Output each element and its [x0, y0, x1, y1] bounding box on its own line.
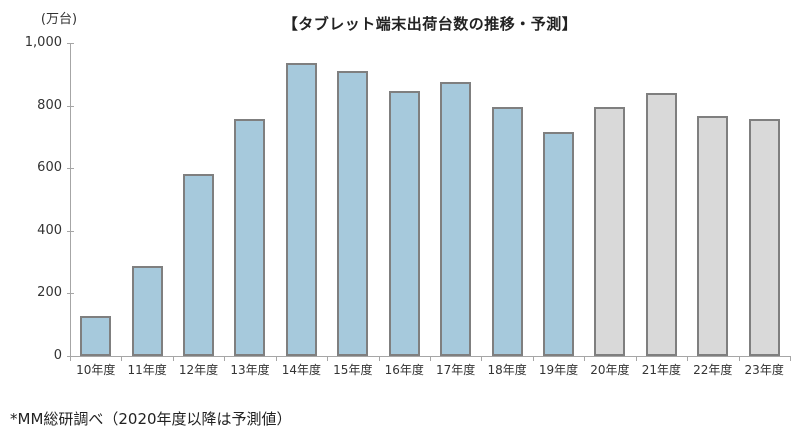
bar-actual: [183, 174, 215, 356]
bar-actual: [491, 107, 523, 356]
x-tick-mark: [584, 356, 585, 361]
y-tick-label: 800: [37, 98, 62, 113]
x-tick-mark: [430, 356, 431, 361]
x-tick-mark: [687, 356, 688, 361]
x-axis-labels: 10年度 11年度 12年度 13年度 14年度 15年度 16年度 17年度 18年度 19年度…: [70, 361, 790, 379]
bar-actual: [131, 266, 163, 356]
bar-slot: [379, 43, 430, 356]
bar-actual: [388, 91, 420, 356]
x-tick-mark: [276, 356, 277, 361]
x-tick-mark: [327, 356, 328, 361]
x-tick-label: 18年度: [487, 363, 527, 377]
bar-forecast: [697, 116, 729, 356]
y-tick-label: 200: [37, 285, 62, 300]
bar-actual: [440, 82, 472, 356]
x-tick-label: 22年度: [693, 363, 733, 377]
bar-slot: [687, 43, 738, 356]
x-tick-mark: [70, 356, 71, 361]
y-axis-line: [70, 43, 71, 357]
x-tick-mark: [173, 356, 174, 361]
y-tick-label: 1,000: [24, 35, 62, 50]
y-axis-unit-label: (万台): [40, 12, 78, 27]
y-tick-mark: [67, 43, 74, 44]
y-tick-mark: [67, 293, 74, 294]
x-tick-mark: [481, 356, 482, 361]
x-tick-label: 19年度: [538, 363, 579, 377]
bar-forecast: [645, 93, 677, 356]
bar-slot: [173, 43, 224, 356]
y-tick-label: 400: [37, 223, 62, 238]
y-tick-label: 0: [53, 348, 62, 363]
y-tick-mark: [67, 106, 74, 107]
x-tick-label: 14年度: [281, 363, 322, 377]
bar-slot: [533, 43, 584, 356]
bar-slot: [584, 43, 635, 356]
x-tick-mark: [379, 356, 380, 361]
y-tick-mark: [67, 168, 74, 169]
x-tick-label: 23年度: [744, 363, 784, 377]
bar-slot: [276, 43, 327, 356]
bar-slot: [636, 43, 687, 356]
x-tick-mark: [739, 356, 740, 361]
bar-actual: [285, 63, 317, 356]
bar-actual: [234, 119, 266, 356]
x-tick-label: 12年度: [178, 363, 219, 377]
x-tick-mark: [224, 356, 225, 361]
chart-title: 【タブレット端末出荷台数の推移・予測】: [282, 15, 578, 33]
x-tick-label: 13年度: [230, 363, 270, 377]
bar-slot: [121, 43, 172, 356]
x-tick-label: 21年度: [641, 363, 681, 377]
y-tick-label: 600: [37, 160, 62, 175]
bar-actual: [80, 316, 112, 356]
x-tick-label: 11年度: [127, 363, 167, 377]
bar-slot: [430, 43, 481, 356]
x-tick-mark: [790, 356, 791, 361]
x-tick-label: 17年度: [436, 363, 476, 377]
bar-actual: [543, 132, 574, 356]
source-footnote: *MM総研調べ（2020年度以降は予測値）: [10, 410, 292, 428]
bar-slot: [70, 43, 121, 356]
x-tick-mark: [121, 356, 122, 361]
x-tick-mark: [533, 356, 534, 361]
bar-slot: [327, 43, 378, 356]
plot-area: [70, 43, 790, 356]
x-tick-mark: [636, 356, 637, 361]
x-tick-label: 20年度: [590, 363, 630, 377]
bar-slot: [738, 43, 789, 356]
bar-slot: [481, 43, 532, 356]
x-tick-label: 10年度: [76, 363, 116, 377]
bar-forecast: [748, 119, 780, 356]
bar-actual: [337, 71, 369, 356]
bar-slot: [224, 43, 275, 356]
x-tick-label: 16年度: [384, 363, 424, 377]
bar-forecast: [594, 107, 626, 356]
y-tick-mark: [67, 231, 74, 232]
x-tick-label: 15年度: [333, 363, 373, 377]
